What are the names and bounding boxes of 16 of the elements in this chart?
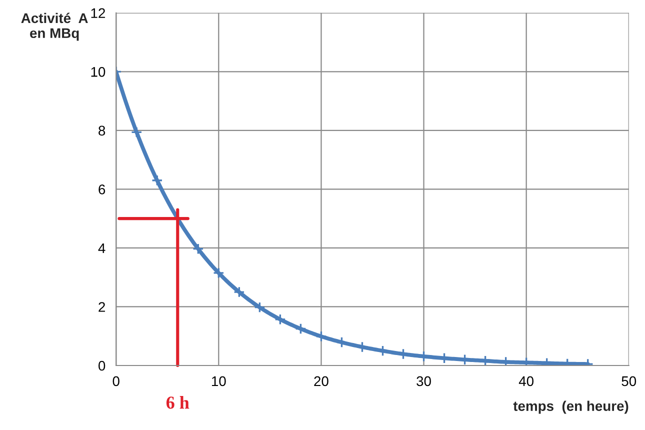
y-tick-label: 2	[98, 302, 105, 312]
y-axis-title: Activité A en MBq	[21, 12, 88, 41]
x-axis-title: temps (en heure)	[513, 400, 628, 414]
annotation: 6 h	[166, 396, 190, 409]
x-tick-label: 40	[518, 376, 534, 386]
y-tick-label: 8	[98, 126, 106, 136]
x-tick-label: 20	[314, 376, 328, 386]
y-tick-label: 12	[91, 8, 105, 18]
x-tick-label: 10	[212, 376, 226, 386]
y-tick-label: 4	[98, 243, 106, 253]
y-tick-label: 6	[98, 184, 106, 194]
x-tick-label: 30	[416, 376, 431, 386]
x-tick-label: 0	[112, 376, 120, 386]
x-tick-label: 50	[622, 376, 636, 386]
y-tick-label: 10	[91, 67, 106, 77]
y-tick-label: 0	[98, 360, 106, 371]
